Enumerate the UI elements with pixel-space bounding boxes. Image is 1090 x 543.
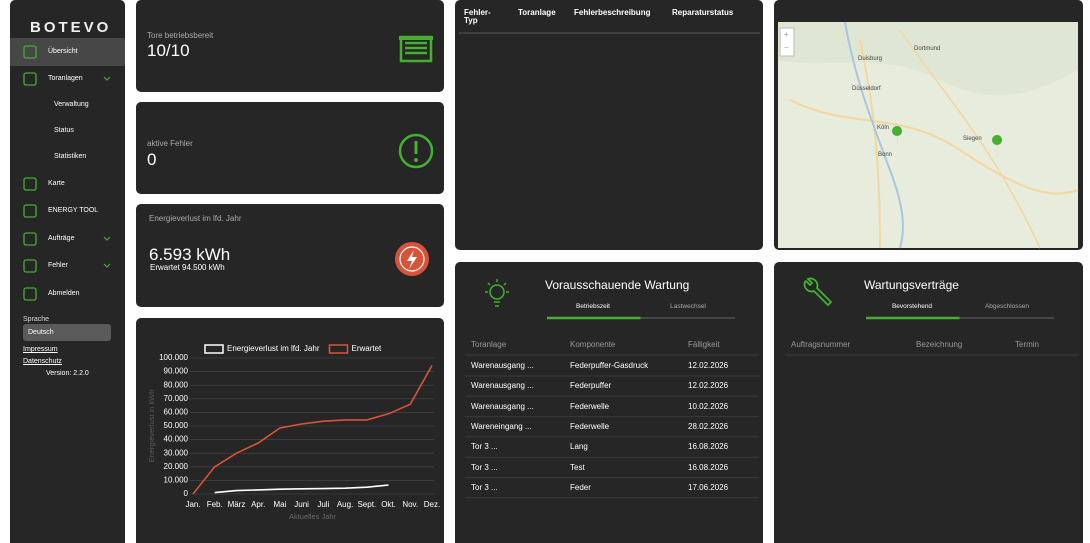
- table-cell: Warenausgang ...: [471, 361, 534, 370]
- table-cell: 28.02.2026: [688, 421, 729, 431]
- language-label: Sprache: [23, 316, 50, 323]
- nav-item[interactable]: Abmelden: [48, 290, 80, 297]
- kpi-value: 0: [147, 150, 157, 169]
- map-place: Köln: [877, 125, 890, 131]
- maintenance-card: [455, 262, 763, 543]
- language-value[interactable]: Deutsch: [28, 329, 54, 336]
- zoom-out[interactable]: −: [784, 43, 789, 52]
- kpi-value: 10/10: [147, 41, 190, 60]
- nav-item[interactable]: Toranlagen: [48, 75, 83, 82]
- kpi-label: Tore betriebsbereit: [147, 31, 214, 40]
- table-cell: Tor 3 ...: [471, 482, 498, 492]
- table-header: Reparaturstatus: [672, 8, 734, 17]
- nav-item[interactable]: Fehler: [48, 262, 68, 269]
- table-header: Fehlerbeschreibung: [574, 8, 651, 17]
- table-header: Toranlage: [471, 340, 507, 349]
- tab[interactable]: Lastwechsel: [670, 303, 706, 310]
- table-cell: 17.06.2026: [688, 482, 729, 492]
- table-header: Fehler-Typ: [464, 8, 491, 25]
- table-cell: Test: [570, 462, 585, 472]
- map-place: Bonn: [878, 152, 893, 158]
- table-cell: Federwelle: [570, 421, 610, 431]
- energy-card: [136, 204, 444, 307]
- tab[interactable]: Abgeschlossen: [984, 303, 1030, 310]
- table-cell: Tor 3 ...: [471, 462, 498, 472]
- table-cell: Lang: [570, 442, 588, 452]
- map-card: [774, 0, 1083, 250]
- table-header: Toranlage: [518, 8, 556, 17]
- table-cell: Warenausgang ...: [471, 401, 534, 411]
- table-cell: Warenausgang ...: [471, 381, 534, 391]
- table-header: Fälligkeit: [688, 340, 720, 349]
- table-cell: 16.08.2026: [688, 462, 729, 472]
- nav-item[interactable]: Statistiken: [54, 153, 87, 160]
- table-cell: Federpuffer-Gasdruck: [570, 361, 649, 370]
- table-header: Komponente: [570, 340, 616, 349]
- table-cell: 12.02.2026: [688, 361, 729, 370]
- kpi-label: Energieverlust im lfd. Jahr: [149, 214, 242, 223]
- chart-card: [136, 318, 444, 543]
- nav-item[interactable]: ENERGY TOOL: [48, 207, 99, 214]
- table-header: Auftragsnummer: [791, 340, 851, 349]
- nav-item[interactable]: Karte: [48, 180, 65, 187]
- errors-card: [136, 102, 444, 194]
- footer-link[interactable]: Datenschutz: [23, 358, 62, 365]
- tab[interactable]: Betriebszeit: [576, 303, 610, 310]
- nav-item[interactable]: Status: [54, 127, 74, 134]
- zoom-in[interactable]: +: [784, 30, 789, 39]
- table-header: Bezeichnung: [916, 340, 963, 349]
- logo: BOTEVO: [30, 19, 112, 36]
- panel-title: Wartungsverträge: [864, 278, 959, 292]
- table-cell: Wareneingang ...: [471, 421, 532, 431]
- contracts-card: [774, 262, 1083, 543]
- map-place: Duisburg: [858, 56, 883, 62]
- nav-item[interactable]: Verwaltung: [54, 101, 89, 108]
- map-place: Dortmund: [914, 46, 941, 52]
- kpi-label: aktive Fehler: [147, 139, 193, 148]
- nav-item[interactable]: Aufträge: [48, 235, 75, 242]
- language-select[interactable]: [23, 324, 111, 341]
- table-cell: Feder: [570, 482, 591, 492]
- error-table-card: [455, 0, 763, 250]
- kpi-sub: Erwartet 94.500 kWh: [150, 263, 225, 272]
- table-cell: 12.02.2026: [688, 381, 729, 391]
- gates-card: [136, 0, 444, 92]
- table-cell: 16.08.2026: [688, 442, 729, 452]
- table-cell: Federpuffer: [570, 381, 612, 391]
- table-cell: Tor 3 ...: [471, 442, 498, 452]
- version: Version: 2.2.0: [46, 370, 89, 377]
- table-cell: Federwelle: [570, 401, 610, 411]
- footer-link[interactable]: Impressum: [23, 346, 58, 353]
- kpi-value: 6.593 kWh: [149, 245, 231, 264]
- table-header: Termin: [1015, 340, 1040, 349]
- tab[interactable]: Bevorstehend: [891, 303, 933, 310]
- map-place: Siegen: [963, 136, 982, 142]
- panel-title: Vorausschauende Wartung: [545, 278, 690, 292]
- map-place: Düsseldorf: [852, 86, 881, 92]
- table-cell: 10.02.2026: [688, 401, 729, 411]
- nav-item[interactable]: Übersicht: [48, 48, 78, 55]
